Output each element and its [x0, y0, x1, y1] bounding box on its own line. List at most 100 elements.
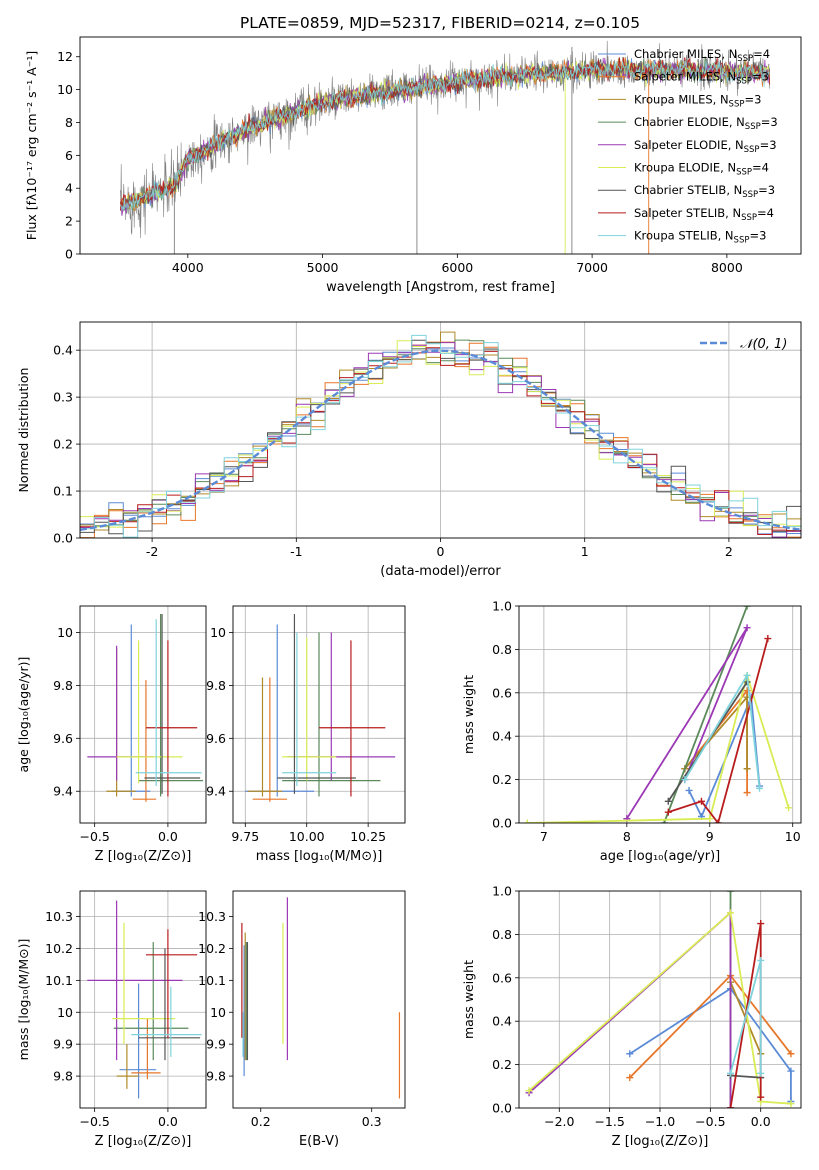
figure-title: PLATE=0859, MJD=52317, FIBERID=0214, z=0… — [240, 14, 640, 32]
legend-label-sub: SSP — [737, 54, 753, 64]
legend-label-text: Salpeter ELODIE, N — [634, 138, 744, 152]
plot-area — [233, 606, 405, 823]
x-tick-label: 0.0 — [158, 1114, 178, 1129]
weight-marker — [764, 635, 772, 643]
y-tick-label: 0.4 — [492, 729, 512, 744]
y-tick-label: 9.6 — [206, 731, 226, 746]
legend-label-suffix: =3 — [758, 183, 775, 197]
y-axis-label: Flux [fλ10⁻¹⁷ erg cm⁻² s⁻¹ A⁻¹] — [24, 51, 39, 240]
y-axis-label: mass weight — [461, 960, 476, 1039]
axes-frame — [232, 890, 406, 1109]
weight-marker — [697, 797, 705, 805]
weight-marker — [727, 909, 734, 917]
panel-age-vs-Z: −0.5 0.0 9.4 9.6 9.8 10 Z [log₁₀(Z/Z⊙)] age [lo… — [16, 605, 207, 864]
y-tick-label: 1.0 — [492, 884, 512, 899]
axes-frame — [518, 890, 802, 1109]
y-axis-label: age [log₁₀(age/yr)] — [16, 657, 31, 773]
weight-marker — [743, 624, 751, 632]
y-tick-label: 0 — [65, 247, 73, 262]
x-tick-label: 9.75 — [231, 829, 259, 844]
x-tick-label: −1.5 — [594, 1114, 624, 1129]
y-tick-label: 8 — [65, 115, 73, 130]
y-tick-label: 0.8 — [492, 927, 512, 942]
legend-label-suffix: =3 — [749, 229, 766, 243]
weight-marker — [681, 776, 689, 784]
gaussian-curve — [80, 349, 801, 531]
legend-label: Salpeter STELIB, NSSP=4 — [634, 206, 774, 223]
x-tick-label: 8 — [623, 829, 631, 844]
y-tick-label: 9.4 — [53, 784, 73, 799]
y-tick-label: 10 — [57, 82, 73, 97]
legend-label-text: Chabrier STELIB, N — [634, 183, 742, 197]
weight-marker — [685, 786, 693, 794]
legend-label-text: Chabrier ELODIE, N — [634, 115, 745, 129]
weight-line — [527, 672, 790, 823]
y-tick-label: 0.0 — [53, 531, 73, 546]
y-tick-label: 10.1 — [45, 973, 73, 988]
x-tick-label: 0.0 — [158, 829, 178, 844]
panel-mass-vs-ebv: 0.2 0.3 9.8 9.9 10 10.1 10.2 10.3 E(B-V) — [198, 890, 406, 1149]
weight-line — [668, 638, 769, 823]
x-tick-label: 10 — [785, 829, 801, 844]
y-axis-label: mass [log₁₀(M/M⊙)] — [16, 939, 31, 1061]
legend-label: Chabrier MILES, NSSP=4 — [634, 47, 770, 64]
panel-age-vs-mass: 9.75 10.00 10.25 9.4 9.6 9.8 10 mass [log₁₀(M/M… — [206, 605, 406, 864]
weight-marker — [757, 920, 765, 928]
x-axis-label: E(B-V) — [299, 1134, 339, 1149]
axes-frame — [79, 36, 802, 255]
x-axis-label: wavelength [Angstrom, rest frame] — [326, 280, 555, 295]
y-tick-label: 10 — [57, 1005, 73, 1020]
legend-label-sub: SSP — [734, 236, 750, 246]
x-tick-label: −1.0 — [645, 1114, 675, 1129]
y-tick-label: 0.2 — [492, 772, 512, 787]
y-tick-label: 6 — [65, 148, 73, 163]
y-tick-label: 0.1 — [53, 484, 73, 499]
y-axis-label: Normed distribution — [16, 368, 31, 493]
y-tick-label: 10 — [210, 1005, 226, 1020]
panel-weight-vs-Z: −2.0 −1.5 −1.0 −0.5 0.0 0.0 0.2 0.4 0.6 0.8 1.0 Z [… — [461, 884, 802, 1149]
axes-frame — [232, 605, 406, 824]
y-tick-label: 2 — [65, 214, 73, 229]
x-tick-label: -1 — [290, 544, 302, 559]
x-tick-label: 1 — [581, 544, 589, 559]
legend-label-suffix: =4 — [752, 161, 769, 175]
legend-label-suffix: =3 — [752, 70, 769, 84]
legend-label-text: Kroupa ELODIE, N — [634, 161, 736, 175]
gaussian-legend-label: 𝒩(0, 1) — [740, 337, 787, 352]
x-tick-label: 0.0 — [751, 1114, 771, 1129]
x-tick-label: −2.0 — [544, 1114, 574, 1129]
panel-weight-vs-age: 7 8 9 10 0.0 0.2 0.4 0.6 0.8 1.0 age [log₁₀(age/yr… — [461, 599, 802, 864]
legend-label-sub: SSP — [742, 190, 758, 200]
legend-label-text: Chabrier MILES, N — [634, 47, 737, 61]
x-axis-label: (data-model)/error — [380, 564, 501, 579]
x-tick-label: 7000 — [576, 260, 608, 275]
y-tick-label: 0.8 — [492, 642, 512, 657]
x-axis-label: Z [log₁₀(Z/Z⊙)] — [95, 1134, 192, 1149]
weight-marker — [727, 1069, 734, 1077]
x-tick-label: −0.5 — [79, 829, 109, 844]
legend-label-text: Salpeter STELIB, N — [634, 206, 741, 220]
weight-marker — [757, 956, 765, 964]
weight-marker — [727, 891, 734, 895]
legend-label-text: Kroupa STELIB, N — [634, 229, 734, 243]
weight-marker — [714, 819, 722, 823]
y-tick-label: 0.6 — [492, 970, 512, 985]
legend-label: Kroupa STELIB, NSSP=3 — [634, 229, 766, 246]
axes-frame — [518, 605, 802, 824]
legend-label-sub: SSP — [736, 77, 752, 87]
legend-label-suffix: =3 — [744, 92, 761, 106]
legend-label-text: Salpeter MILES, N — [634, 70, 736, 84]
y-tick-label: 10 — [57, 625, 73, 640]
y-tick-label: 0.3 — [53, 390, 73, 405]
y-tick-label: 10 — [210, 625, 226, 640]
weight-marker — [626, 1074, 634, 1082]
y-tick-label: 0.6 — [492, 685, 512, 700]
x-tick-label: 0.2 — [251, 1114, 271, 1129]
legend-label-sub: SSP — [744, 145, 760, 155]
weight-marker — [787, 1100, 795, 1108]
legend-label-sub: SSP — [745, 122, 761, 132]
legend-label-suffix: =3 — [761, 115, 778, 129]
y-tick-label: 10.3 — [45, 909, 73, 924]
panel-spectrum: 4000 5000 6000 7000 8000 0 2 4 6 8 10 12 wavelength … — [24, 36, 802, 295]
